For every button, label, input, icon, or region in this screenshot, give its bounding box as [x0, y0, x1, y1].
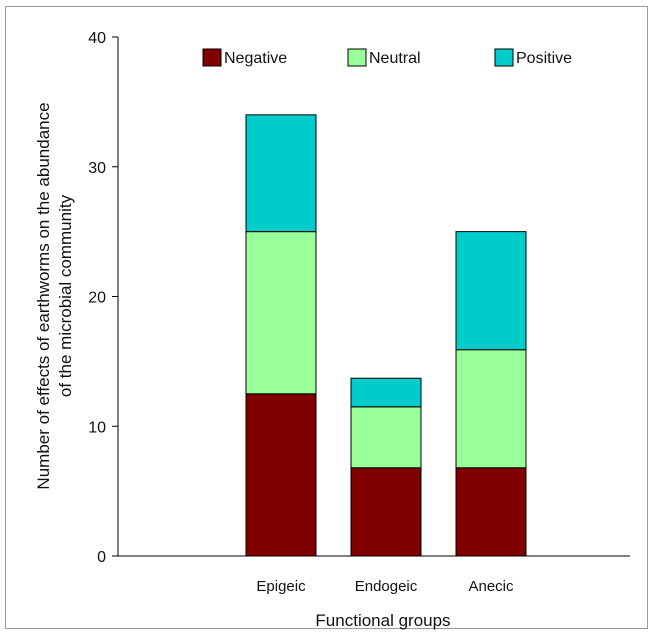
plot-bars — [245, 114, 527, 557]
y-axis-label-line-2: of the microbial community — [56, 194, 75, 397]
bar-positive-epigeic — [245, 114, 317, 233]
bar-positive-anecic — [455, 231, 527, 351]
bar-neutral-endogeic — [350, 406, 422, 469]
y-tick-label: 40 — [88, 30, 106, 47]
y-ticks: 0 10 20 30 40 — [88, 30, 118, 566]
legend-label-neutral: Neutral — [369, 50, 421, 67]
y-tick-label: 30 — [88, 160, 106, 177]
y-axis-label-line-1: Number of effects of earthworms on the a… — [34, 102, 53, 489]
bar-negative-anecic — [455, 467, 527, 557]
y-axis-label: Number of effects of earthworms on the a… — [34, 102, 75, 489]
x-tick-labels: Epigeic Endogeic Anecic — [256, 578, 514, 595]
x-tick-label-epigeic: Epigeic — [256, 578, 306, 595]
legend: Negative Neutral Positive — [202, 48, 572, 67]
bar-positive-endogeic — [350, 377, 422, 408]
chart-frame — [5, 6, 648, 629]
bar-negative-epigeic — [245, 393, 317, 557]
legend-label-negative: Negative — [224, 50, 287, 67]
x-tick-label-anecic: Anecic — [468, 578, 514, 595]
legend-swatch-negative — [202, 48, 222, 67]
legend-swatch-positive — [494, 48, 514, 67]
bar-neutral-anecic — [455, 349, 527, 469]
bar-negative-endogeic — [350, 467, 422, 557]
bar-neutral-epigeic — [245, 231, 317, 395]
y-tick-label: 20 — [88, 290, 106, 307]
y-tick-label: 10 — [88, 419, 106, 436]
x-axis-label: Functional groups — [315, 611, 450, 630]
x-tick-label-endogeic: Endogeic — [355, 578, 418, 595]
legend-label-positive: Positive — [516, 50, 572, 67]
y-tick-label: 0 — [97, 549, 106, 566]
legend-swatch-neutral — [347, 48, 367, 67]
